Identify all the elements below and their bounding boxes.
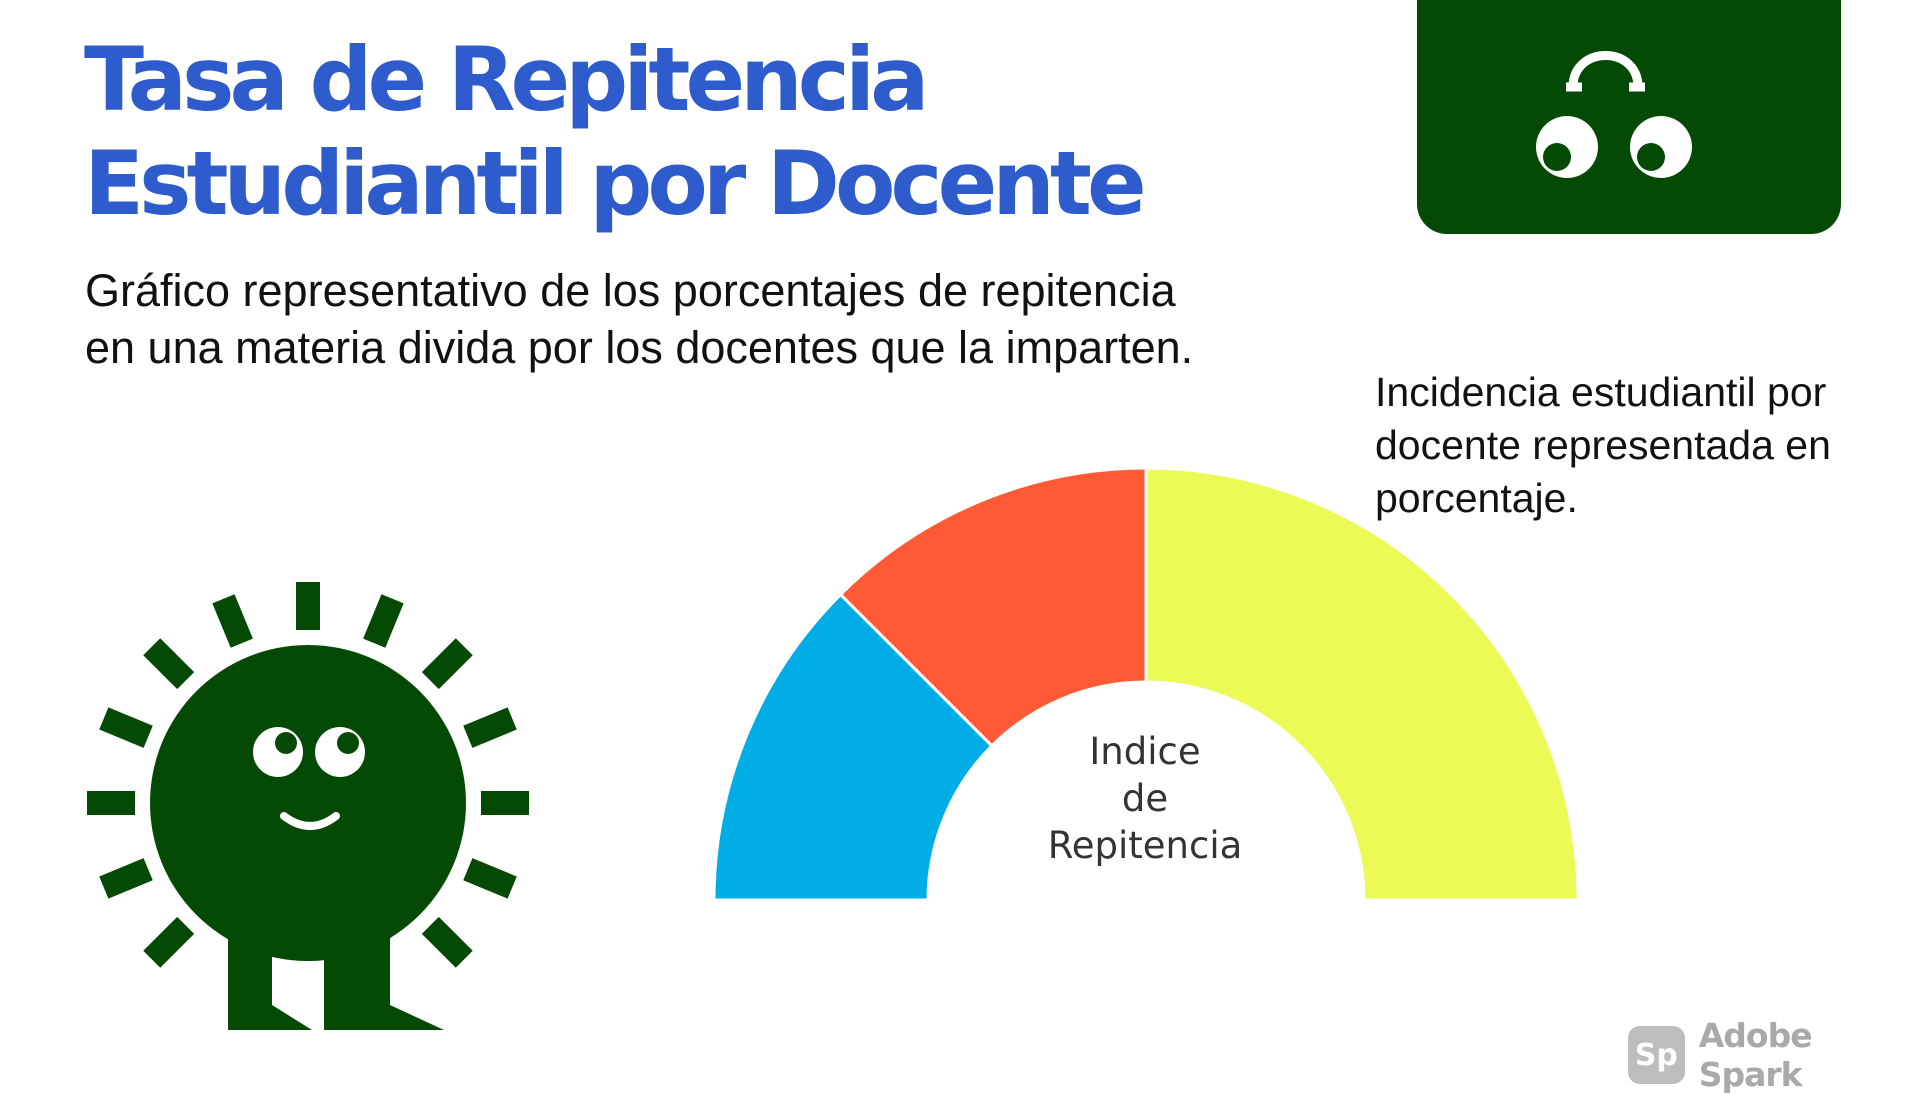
gauge-center-label: Indice de Repitencia — [1040, 728, 1250, 869]
sun-body — [150, 645, 466, 961]
sun-legs — [228, 900, 444, 1030]
sun-smile — [280, 812, 340, 830]
page-title: Tasa de Repitencia Estudiantil por Docen… — [84, 28, 1147, 236]
gauge-chart — [712, 466, 1580, 902]
title-line-2: Estudiantil por Docente — [84, 132, 1147, 235]
left-eye — [1536, 116, 1598, 178]
chart-description: Gráfico representativo de los porcentaje… — [85, 265, 1194, 373]
gauge-segment-1 — [712, 592, 994, 902]
title-line-1: Tasa de Repitencia — [84, 28, 930, 131]
left-pupil — [1543, 143, 1571, 171]
eyebrow-arc — [1568, 51, 1643, 88]
sun-character-icon — [87, 582, 529, 1030]
chart-side-note: Incidencia estudiantil por docente repre… — [1375, 369, 1831, 521]
sun-rays — [87, 582, 529, 968]
adobe-spark-watermark: Sp Adobe Spark — [1628, 1016, 1920, 1094]
adobe-spark-brand-name: Adobe Spark — [1698, 1016, 1813, 1094]
gauge-segment-2 — [838, 466, 1148, 748]
peeking-eyes-badge — [1417, 0, 1841, 234]
gauge-segment-3 — [1144, 466, 1580, 902]
gauge-center-label-line-2: de — [1121, 777, 1169, 820]
gauge-center-label-line-1: Indice — [1089, 730, 1201, 773]
right-eye — [1630, 116, 1692, 178]
adobe-spark-logo-icon: Sp — [1628, 1026, 1685, 1084]
right-pupil — [1637, 143, 1665, 171]
peeking-eyes-icon — [1536, 51, 1692, 178]
gauge-center-label-line-3: Repitencia — [1047, 824, 1243, 867]
